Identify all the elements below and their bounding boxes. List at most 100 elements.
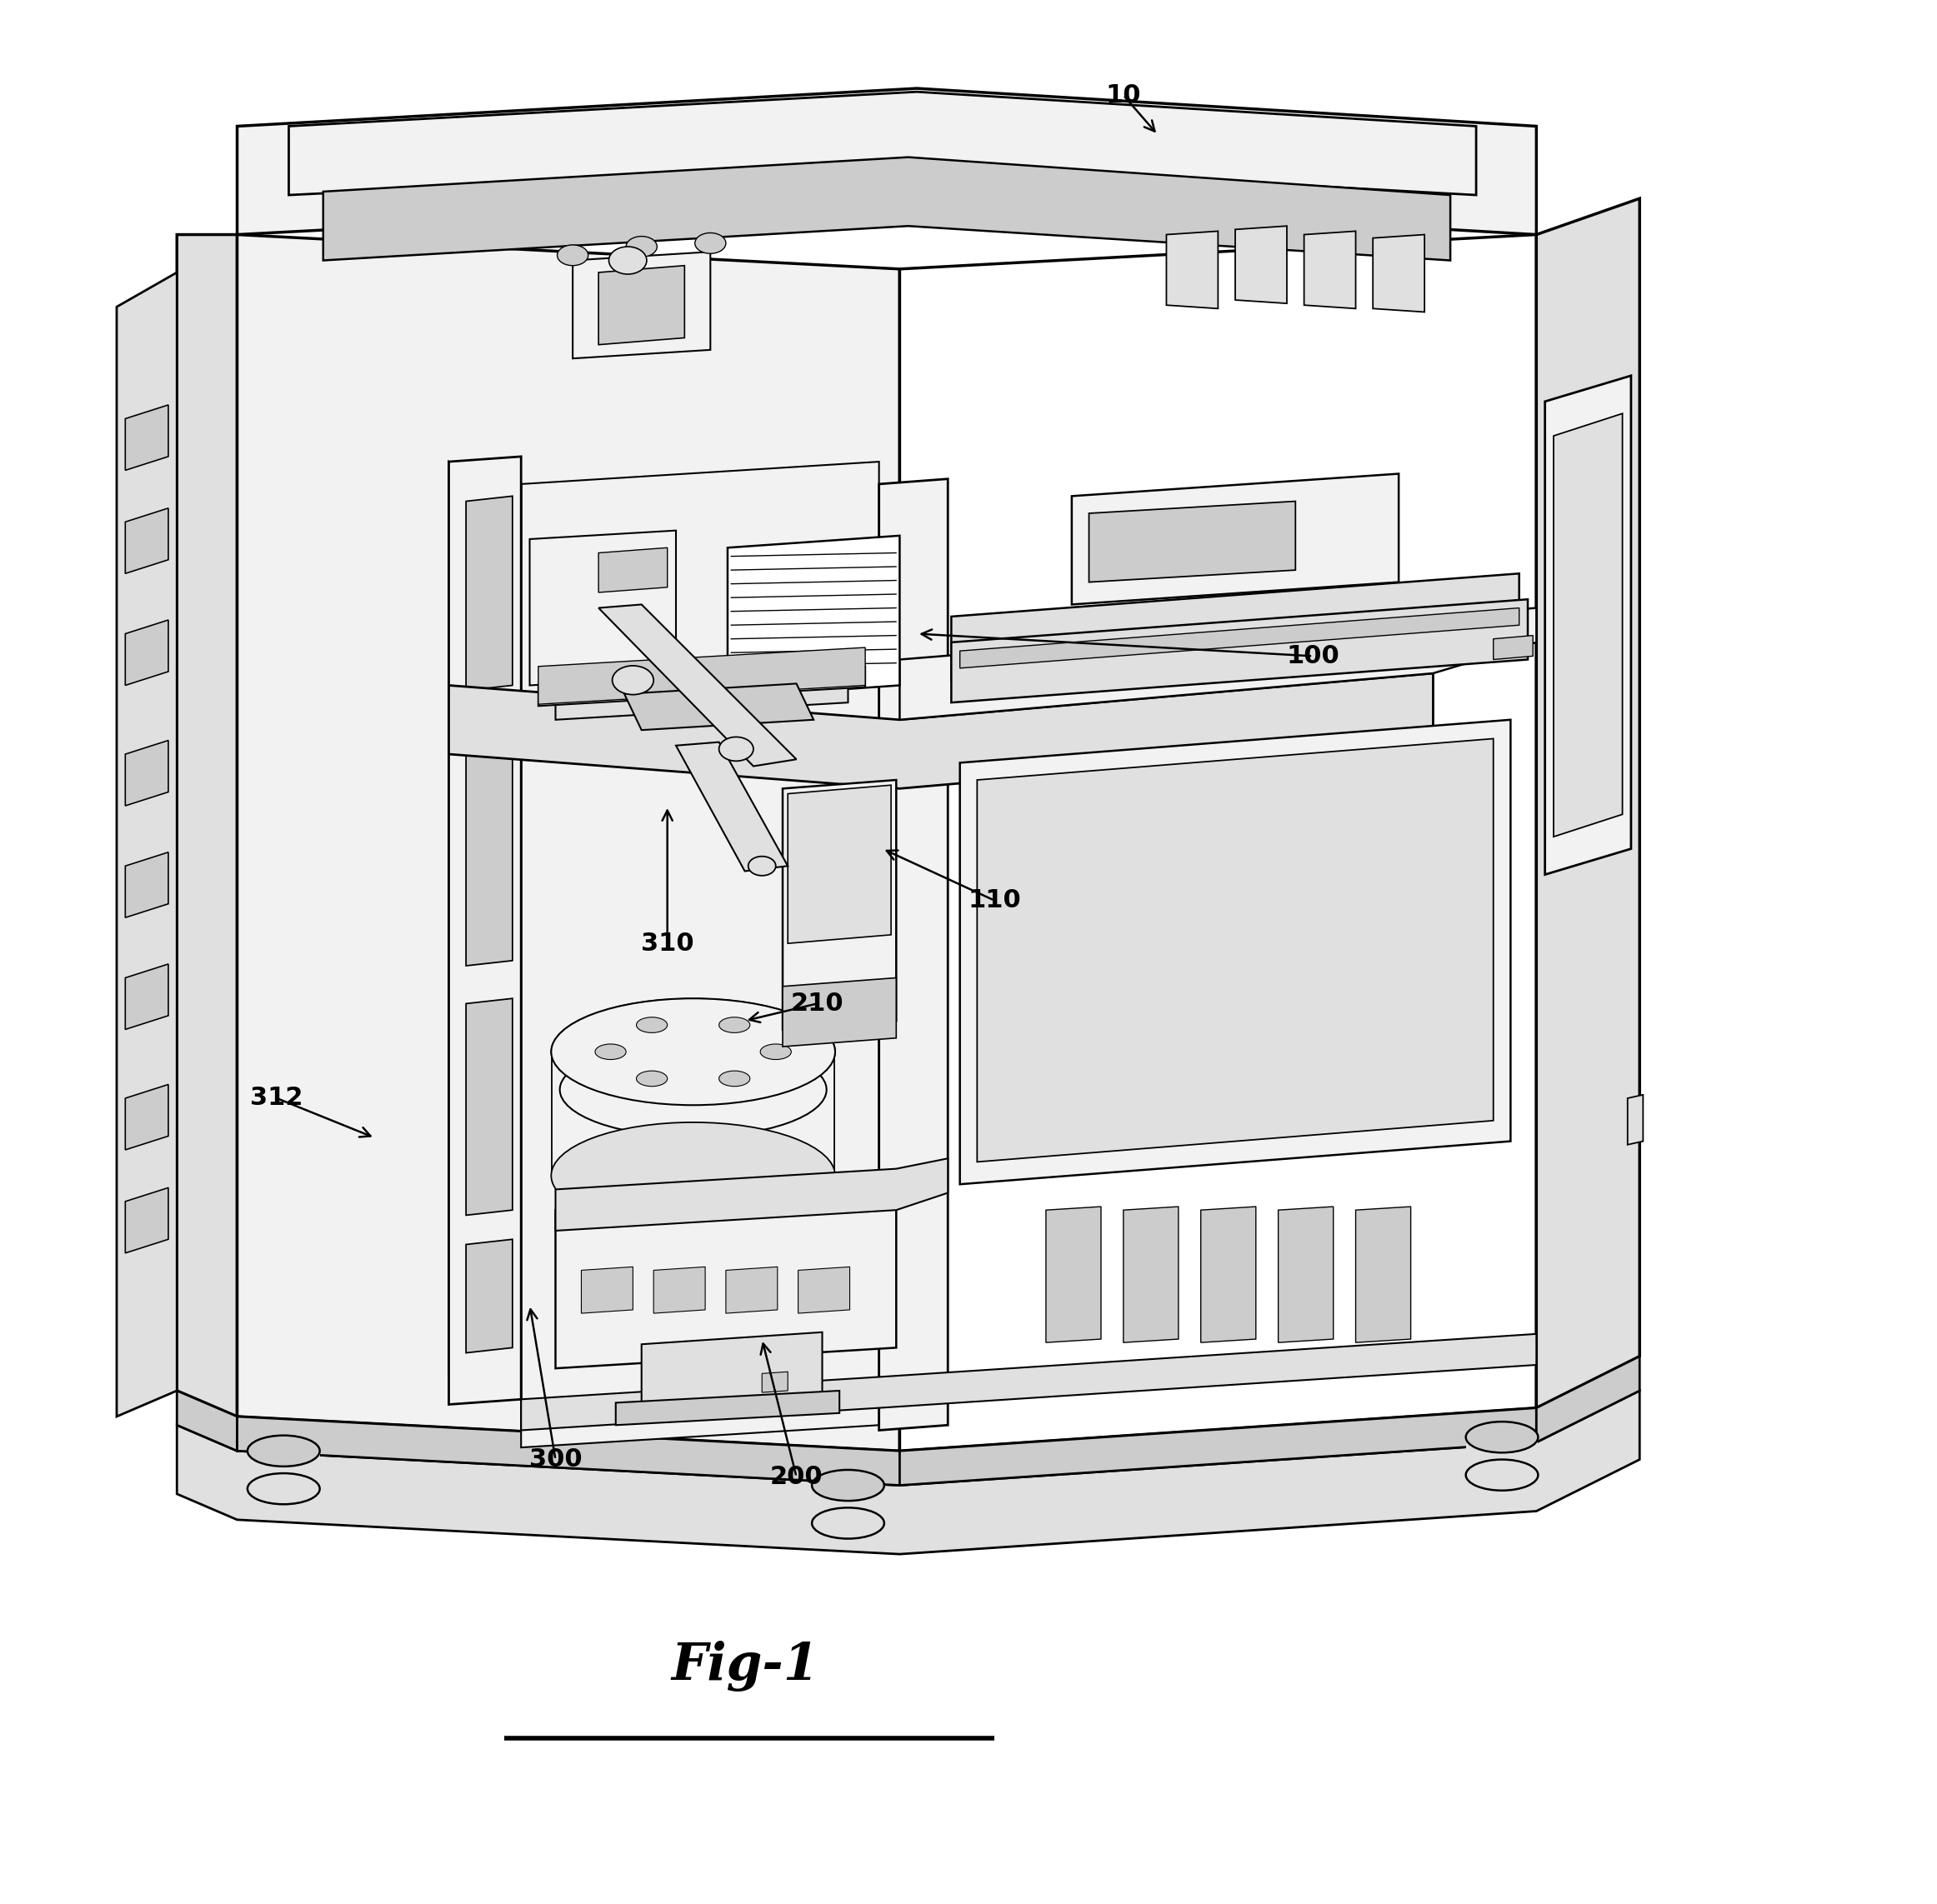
Polygon shape bbox=[573, 251, 711, 358]
Polygon shape bbox=[783, 979, 897, 1047]
Ellipse shape bbox=[552, 1121, 835, 1228]
Ellipse shape bbox=[595, 1043, 626, 1059]
Ellipse shape bbox=[248, 1474, 320, 1504]
Polygon shape bbox=[248, 1451, 320, 1489]
Text: 300: 300 bbox=[529, 1447, 581, 1472]
Polygon shape bbox=[552, 1051, 835, 1175]
Polygon shape bbox=[176, 234, 236, 1417]
Polygon shape bbox=[1373, 234, 1424, 312]
Polygon shape bbox=[1356, 1207, 1410, 1342]
Polygon shape bbox=[467, 497, 513, 691]
Polygon shape bbox=[126, 1085, 169, 1150]
Polygon shape bbox=[1627, 1095, 1643, 1144]
Polygon shape bbox=[1123, 1207, 1178, 1342]
Polygon shape bbox=[599, 548, 668, 592]
Polygon shape bbox=[449, 674, 1433, 788]
Polygon shape bbox=[961, 720, 1511, 1184]
Ellipse shape bbox=[719, 1070, 750, 1087]
Polygon shape bbox=[236, 1417, 899, 1485]
Text: 312: 312 bbox=[250, 1085, 304, 1110]
Ellipse shape bbox=[612, 666, 653, 695]
Polygon shape bbox=[961, 607, 1519, 668]
Ellipse shape bbox=[1466, 1422, 1538, 1453]
Ellipse shape bbox=[552, 998, 835, 1104]
Text: 200: 200 bbox=[769, 1464, 823, 1489]
Polygon shape bbox=[529, 531, 676, 685]
Polygon shape bbox=[126, 508, 169, 573]
Polygon shape bbox=[556, 676, 848, 720]
Ellipse shape bbox=[812, 1470, 883, 1500]
Polygon shape bbox=[467, 998, 513, 1215]
Ellipse shape bbox=[608, 248, 647, 274]
Polygon shape bbox=[899, 1407, 1536, 1485]
Polygon shape bbox=[616, 1390, 839, 1424]
Polygon shape bbox=[976, 739, 1493, 1161]
Polygon shape bbox=[556, 1190, 897, 1369]
Polygon shape bbox=[624, 684, 814, 729]
Polygon shape bbox=[1046, 1207, 1100, 1342]
Polygon shape bbox=[1466, 1438, 1538, 1476]
Polygon shape bbox=[1166, 230, 1218, 308]
Text: Fig-1: Fig-1 bbox=[670, 1641, 819, 1691]
Polygon shape bbox=[1493, 636, 1532, 659]
Text: 100: 100 bbox=[1286, 644, 1338, 668]
Ellipse shape bbox=[637, 1017, 668, 1032]
Ellipse shape bbox=[560, 1041, 827, 1137]
Polygon shape bbox=[126, 853, 169, 918]
Polygon shape bbox=[581, 1266, 633, 1314]
Polygon shape bbox=[467, 1240, 513, 1354]
Polygon shape bbox=[176, 1390, 1639, 1554]
Polygon shape bbox=[1071, 474, 1399, 604]
Polygon shape bbox=[879, 480, 947, 1430]
Polygon shape bbox=[726, 1266, 777, 1314]
Polygon shape bbox=[1553, 413, 1623, 836]
Polygon shape bbox=[899, 234, 1536, 1451]
Text: 210: 210 bbox=[790, 992, 845, 1015]
Polygon shape bbox=[126, 741, 169, 805]
Polygon shape bbox=[1278, 1207, 1333, 1342]
Polygon shape bbox=[236, 234, 899, 1451]
Ellipse shape bbox=[812, 1508, 883, 1538]
Polygon shape bbox=[289, 91, 1476, 194]
Polygon shape bbox=[176, 1390, 236, 1451]
Ellipse shape bbox=[761, 1043, 790, 1059]
Ellipse shape bbox=[248, 1436, 320, 1466]
Polygon shape bbox=[783, 781, 897, 1030]
Polygon shape bbox=[449, 461, 521, 1399]
Ellipse shape bbox=[637, 1070, 668, 1087]
Polygon shape bbox=[761, 1371, 788, 1392]
Ellipse shape bbox=[748, 857, 775, 876]
Polygon shape bbox=[653, 1266, 705, 1314]
Polygon shape bbox=[676, 743, 788, 872]
Ellipse shape bbox=[719, 737, 753, 762]
Polygon shape bbox=[1304, 230, 1356, 308]
Polygon shape bbox=[556, 1158, 947, 1230]
Ellipse shape bbox=[719, 1017, 750, 1032]
Polygon shape bbox=[521, 461, 879, 1447]
Polygon shape bbox=[521, 1335, 1536, 1430]
Polygon shape bbox=[798, 1266, 850, 1314]
Polygon shape bbox=[1201, 1207, 1255, 1342]
Polygon shape bbox=[1089, 501, 1296, 583]
Polygon shape bbox=[1236, 227, 1286, 303]
Polygon shape bbox=[1536, 198, 1639, 1407]
Polygon shape bbox=[812, 1485, 883, 1523]
Polygon shape bbox=[126, 963, 169, 1030]
Polygon shape bbox=[728, 535, 899, 697]
Text: 310: 310 bbox=[641, 931, 693, 956]
Polygon shape bbox=[599, 265, 684, 345]
Polygon shape bbox=[236, 88, 1536, 234]
Polygon shape bbox=[449, 457, 521, 1405]
Polygon shape bbox=[951, 600, 1528, 703]
Polygon shape bbox=[1546, 375, 1631, 874]
Ellipse shape bbox=[1466, 1460, 1538, 1491]
Ellipse shape bbox=[556, 1022, 831, 1121]
Polygon shape bbox=[951, 573, 1519, 680]
Polygon shape bbox=[126, 621, 169, 685]
Polygon shape bbox=[126, 1188, 169, 1253]
Polygon shape bbox=[599, 604, 796, 765]
Ellipse shape bbox=[552, 998, 835, 1104]
Text: 10: 10 bbox=[1106, 84, 1141, 107]
Polygon shape bbox=[788, 784, 891, 942]
Ellipse shape bbox=[558, 246, 589, 265]
